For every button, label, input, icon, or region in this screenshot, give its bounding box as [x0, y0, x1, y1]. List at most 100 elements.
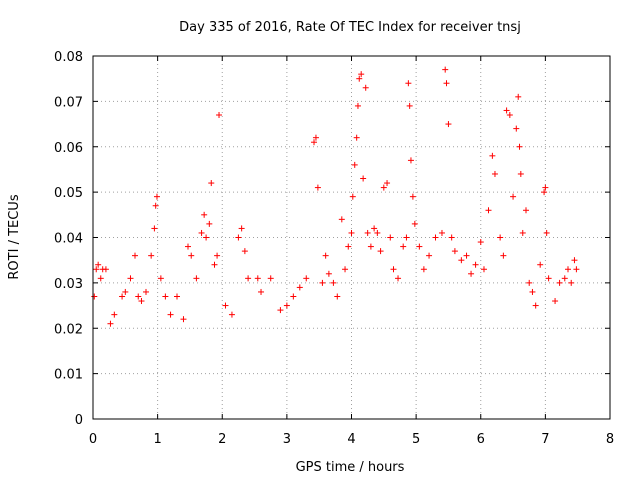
data-point — [322, 252, 329, 259]
data-point — [571, 257, 578, 264]
data-point — [351, 161, 358, 168]
data-point — [556, 279, 563, 286]
data-point — [573, 266, 580, 273]
y-tick-label: 0.07 — [54, 95, 83, 110]
data-point — [216, 111, 223, 118]
data-point — [184, 243, 191, 250]
data-point — [411, 220, 418, 227]
data-point — [564, 266, 571, 273]
data-point — [93, 266, 100, 273]
data-point — [472, 261, 479, 268]
data-point — [403, 234, 410, 241]
data-point — [432, 234, 439, 241]
data-point — [97, 275, 104, 282]
data-point — [201, 211, 208, 218]
data-point — [500, 252, 507, 259]
data-points — [91, 66, 580, 327]
data-point — [445, 121, 452, 128]
gridlines — [93, 56, 610, 419]
data-point — [371, 225, 378, 232]
data-point — [214, 252, 221, 259]
data-point — [420, 266, 427, 273]
data-point — [356, 75, 363, 82]
data-point — [241, 248, 248, 255]
data-point — [358, 71, 365, 78]
data-point — [148, 252, 155, 259]
data-point — [442, 66, 449, 73]
x-tick-label: 1 — [153, 432, 161, 447]
data-point — [384, 180, 391, 187]
data-point — [377, 248, 384, 255]
data-point — [334, 293, 341, 300]
data-point — [152, 202, 159, 209]
data-point — [319, 279, 326, 286]
data-point — [537, 261, 544, 268]
data-point — [491, 170, 498, 177]
y-axis-label: ROTI / TECUs — [7, 194, 22, 279]
x-tick-label: 3 — [283, 432, 291, 447]
data-point — [119, 293, 126, 300]
data-point — [360, 175, 367, 182]
x-axis-label: GPS time / hours — [296, 460, 405, 475]
data-point — [409, 193, 416, 200]
data-point — [238, 225, 245, 232]
data-point — [506, 111, 513, 118]
data-point — [390, 266, 397, 273]
data-point — [463, 252, 470, 259]
data-point — [426, 252, 433, 259]
data-point — [127, 275, 134, 282]
data-point — [162, 293, 169, 300]
x-tick-label: 6 — [477, 432, 485, 447]
data-point — [362, 84, 369, 91]
data-point — [342, 266, 349, 273]
data-point — [497, 234, 504, 241]
data-point — [267, 275, 274, 282]
data-point — [349, 193, 356, 200]
data-point — [532, 302, 539, 309]
data-point — [245, 275, 252, 282]
data-point — [206, 220, 213, 227]
data-point — [522, 207, 529, 214]
data-point — [400, 243, 407, 250]
data-point — [438, 229, 445, 236]
data-point — [529, 288, 536, 295]
data-point — [516, 143, 523, 150]
data-point — [543, 229, 550, 236]
data-point — [330, 279, 337, 286]
data-point — [526, 279, 533, 286]
data-point — [283, 302, 290, 309]
data-point — [122, 288, 129, 295]
data-point — [406, 102, 413, 109]
plot-frame — [92, 55, 611, 420]
data-point — [138, 298, 145, 305]
data-point — [545, 275, 552, 282]
data-point — [338, 216, 345, 223]
data-point — [312, 134, 319, 141]
data-point — [180, 316, 187, 323]
data-point — [367, 243, 374, 250]
data-point — [303, 275, 310, 282]
data-point — [325, 270, 332, 277]
data-point — [314, 184, 321, 191]
data-point — [345, 243, 352, 250]
data-point — [211, 261, 218, 268]
data-point — [193, 275, 200, 282]
chart-title: Day 335 of 2016, Rate Of TEC Index for r… — [179, 20, 521, 35]
data-point — [451, 248, 458, 255]
data-point — [519, 229, 526, 236]
data-point — [203, 234, 210, 241]
data-point — [208, 180, 215, 187]
data-point — [480, 266, 487, 273]
data-point — [541, 189, 548, 196]
data-point — [380, 184, 387, 191]
data-point — [395, 275, 402, 282]
data-point — [142, 288, 149, 295]
data-point — [174, 293, 181, 300]
data-point — [153, 193, 160, 200]
x-tick-label: 0 — [89, 432, 97, 447]
data-point — [448, 234, 455, 241]
y-tick-label: 0.01 — [54, 368, 83, 383]
data-point — [167, 311, 174, 318]
data-point — [311, 139, 318, 146]
